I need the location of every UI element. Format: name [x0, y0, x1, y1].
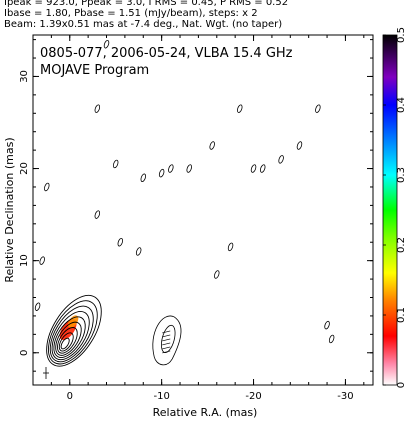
polarization-patch [67, 315, 79, 328]
isolated-contour [237, 104, 243, 113]
header-line-1: Ipeak = 923.0, Ppeak = 3.0, I RMS = 0.45… [4, 0, 289, 8]
header-line-2: Ibase = 1.80, Pbase = 1.51 (mJy/beam), s… [4, 8, 258, 19]
isolated-contour [94, 104, 101, 113]
isolated-contour [296, 141, 303, 150]
colorbar-tick-label: 0 [396, 382, 407, 388]
colorbar-tick-label: 0.5 [396, 27, 407, 43]
plot-title: 0805-077, 2006-05-24, VLBA 15.4 GHz [40, 46, 293, 61]
isolated-contour [103, 39, 110, 49]
isolated-contour [214, 270, 220, 279]
core-contour [46, 294, 102, 367]
core-contour [57, 327, 78, 354]
core-contour [60, 337, 70, 350]
isolated-contour [168, 164, 174, 173]
knot-contour-outer [152, 315, 182, 366]
header-line-3: Beam: 1.39x0.51 mas at -7.4 deg., Nat. W… [4, 19, 283, 30]
isolated-contour [39, 256, 45, 265]
plot-subtitle: MOJAVE Program [40, 63, 149, 78]
axis-ticks: 0 -10 -20 -30 0 10 20 30 [19, 35, 373, 402]
colorbar-tick-label: 0.4 [396, 97, 407, 113]
isolated-contour [140, 173, 146, 182]
y-axis-title: Relative Declination (mas) [3, 137, 16, 282]
colorbar-tick-label: 0.3 [396, 167, 407, 183]
y-tick-label: 0 [19, 350, 30, 356]
isolated-contour [328, 334, 335, 344]
isolated-contour [186, 164, 192, 173]
isolated-contour [112, 159, 119, 169]
isolated-contour [324, 320, 330, 330]
x-tick-label: 0 [67, 391, 73, 402]
colorbar [382, 34, 398, 386]
polarization-vector [162, 338, 171, 342]
y-tick-label: 20 [19, 162, 30, 175]
isolated-contour [44, 182, 50, 192]
knot-contour-inner [161, 324, 176, 353]
polarization-vector [162, 330, 171, 334]
polarization-vector [162, 334, 171, 338]
isolated-contour [227, 242, 234, 252]
core-contour [55, 321, 82, 356]
polarization-vector [162, 350, 171, 354]
isolated-contour [209, 141, 215, 150]
core-contours [46, 294, 102, 367]
colorbar-tick-label: 0.2 [396, 237, 407, 253]
isolated-contours [34, 39, 335, 344]
isolated-contour [117, 238, 124, 247]
core-contour [53, 316, 86, 358]
core-contour [58, 332, 74, 352]
isolated-contour [94, 210, 101, 219]
isolated-contour [135, 247, 142, 256]
isolated-contour [34, 302, 41, 311]
isolated-contour [158, 168, 165, 178]
y-tick-label: 30 [19, 70, 30, 83]
jet-knot-contours [152, 315, 182, 366]
colorbar-tick-label: 0.1 [396, 307, 407, 323]
x-axis-title: Relative R.A. (mas) [153, 406, 258, 419]
plot-frame [32, 34, 374, 386]
x-tick-label: -30 [337, 391, 353, 402]
core-contour [49, 305, 94, 363]
x-tick-label: -20 [245, 391, 261, 402]
polarization-vector [162, 342, 171, 346]
core-contour [48, 300, 98, 365]
x-tick-label: -10 [153, 391, 169, 402]
isolated-contour [315, 104, 321, 113]
isolated-contour [278, 155, 284, 164]
colorbar-ticks: 0 0.1 0.2 0.3 0.4 0.5 [383, 27, 407, 388]
isolated-contour [250, 164, 257, 173]
core-contour [51, 311, 90, 361]
isolated-contour [260, 164, 266, 173]
beam-marker [43, 367, 49, 379]
y-tick-label: 10 [19, 254, 30, 267]
polarization-vector [162, 346, 171, 350]
